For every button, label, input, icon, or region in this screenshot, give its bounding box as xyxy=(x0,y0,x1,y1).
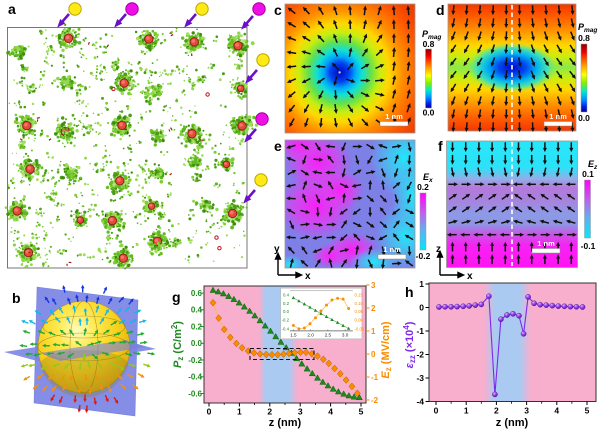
svg-text:x: x xyxy=(305,271,311,282)
svg-text:0: 0 xyxy=(371,350,376,359)
svg-text:0.0: 0.0 xyxy=(423,108,435,118)
svg-text:-1: -1 xyxy=(371,373,379,382)
svg-text:x: x xyxy=(467,271,473,282)
svg-text:z (nm): z (nm) xyxy=(269,417,302,429)
svg-text:-2: -2 xyxy=(371,396,379,405)
svg-text:0.05: 0.05 xyxy=(355,309,364,314)
svg-text:0.4: 0.4 xyxy=(283,292,290,297)
svg-text:2.5: 2.5 xyxy=(325,332,332,337)
svg-text:1 nm: 1 nm xyxy=(385,112,403,121)
svg-text:f: f xyxy=(438,138,443,154)
svg-text:0: 0 xyxy=(434,406,439,416)
svg-text:0: 0 xyxy=(207,407,212,417)
svg-text:0.0: 0.0 xyxy=(283,309,290,314)
svg-text:5: 5 xyxy=(585,406,590,416)
svg-text:-0.05: -0.05 xyxy=(355,326,365,331)
svg-text:2: 2 xyxy=(267,407,272,417)
svg-text:1: 1 xyxy=(419,279,424,289)
svg-text:1: 1 xyxy=(371,327,376,336)
svg-text:2.0: 2.0 xyxy=(307,332,314,337)
svg-text:3: 3 xyxy=(371,281,376,290)
svg-text:0.0: 0.0 xyxy=(191,339,203,348)
svg-text:2: 2 xyxy=(494,406,499,416)
svg-text:3.0: 3.0 xyxy=(342,332,349,337)
svg-text:c: c xyxy=(274,2,282,18)
svg-text:3: 3 xyxy=(524,406,529,416)
svg-text:-4: -4 xyxy=(416,397,424,407)
svg-text:-0.6: -0.6 xyxy=(188,389,202,398)
svg-text:0.8: 0.8 xyxy=(578,33,590,43)
svg-text:Ex: Ex xyxy=(423,172,433,184)
svg-text:1.5: 1.5 xyxy=(290,332,297,337)
svg-text:1: 1 xyxy=(464,406,469,416)
svg-text:0.8: 0.8 xyxy=(423,39,435,49)
svg-text:g: g xyxy=(172,289,181,305)
svg-text:-0.2: -0.2 xyxy=(188,356,202,365)
svg-text:0.15: 0.15 xyxy=(355,292,364,297)
svg-text:4: 4 xyxy=(328,407,333,417)
svg-text:Ez (MV/cm): Ez (MV/cm) xyxy=(380,321,393,379)
svg-text:y: y xyxy=(274,244,280,255)
svg-text:-0.1: -0.1 xyxy=(581,241,596,251)
svg-text:h: h xyxy=(405,284,414,300)
svg-text:-1: -1 xyxy=(416,326,424,336)
svg-text:Pz (C/m2): Pz (C/m2) xyxy=(170,321,185,368)
svg-text:-0.2: -0.2 xyxy=(416,251,431,261)
svg-text:1 nm: 1 nm xyxy=(549,112,567,121)
svg-text:-3: -3 xyxy=(416,373,424,383)
svg-text:0.0: 0.0 xyxy=(578,113,590,123)
svg-text:0.6: 0.6 xyxy=(191,289,203,298)
svg-text:-0.2: -0.2 xyxy=(282,318,290,323)
svg-text:0.2: 0.2 xyxy=(417,182,429,192)
svg-text:a: a xyxy=(8,1,16,17)
svg-text:-0.4: -0.4 xyxy=(188,373,202,382)
svg-text:εzz (×104): εzz (×104) xyxy=(402,321,417,368)
svg-text:3: 3 xyxy=(298,407,303,417)
svg-text:b: b xyxy=(12,290,21,306)
svg-text:1 nm: 1 nm xyxy=(537,239,555,248)
svg-text:-0.4: -0.4 xyxy=(282,326,290,331)
svg-text:0: 0 xyxy=(419,303,424,313)
svg-text:5: 5 xyxy=(359,407,364,417)
svg-text:0.4: 0.4 xyxy=(191,306,203,315)
svg-text:1 nm: 1 nm xyxy=(383,245,401,254)
svg-text:-2: -2 xyxy=(416,350,424,360)
svg-text:z: z xyxy=(436,244,441,255)
svg-text:0.1: 0.1 xyxy=(582,169,594,179)
svg-text:4: 4 xyxy=(554,406,559,416)
svg-text:1: 1 xyxy=(237,407,242,417)
svg-text:0.2: 0.2 xyxy=(191,322,203,331)
svg-text:0.2: 0.2 xyxy=(283,301,290,306)
svg-text:Ez: Ez xyxy=(588,159,598,171)
svg-text:0.00: 0.00 xyxy=(355,318,364,323)
svg-text:0.10: 0.10 xyxy=(355,301,364,306)
svg-text:e: e xyxy=(274,138,282,154)
svg-text:d: d xyxy=(436,2,445,18)
svg-text:z (nm): z (nm) xyxy=(496,417,529,429)
svg-text:2: 2 xyxy=(371,304,376,313)
